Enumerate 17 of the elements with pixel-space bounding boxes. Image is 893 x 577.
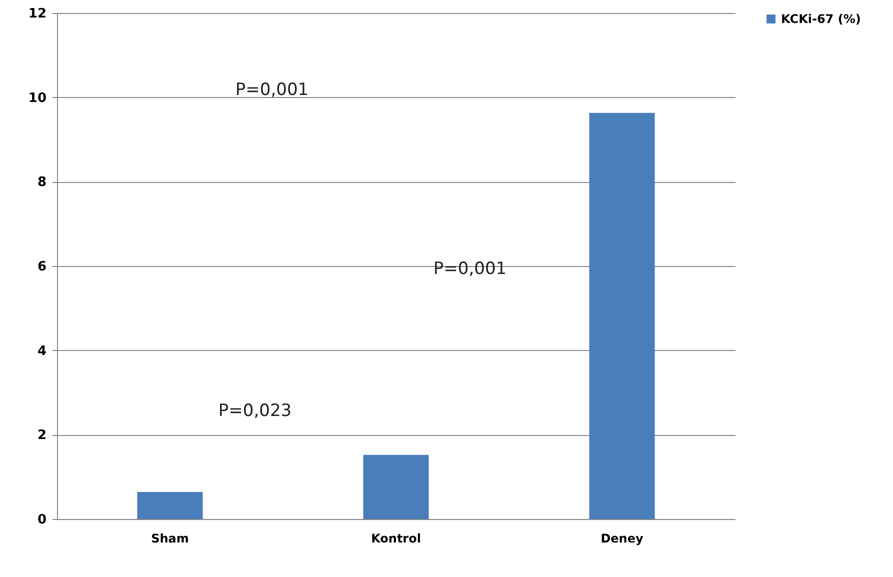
y-tick-label: 8 bbox=[37, 175, 46, 190]
annotation: P=0,001 bbox=[433, 259, 507, 279]
y-tick-label: 10 bbox=[28, 90, 46, 106]
y-tick-label: 0 bbox=[37, 512, 46, 528]
annotation: P=0,023 bbox=[218, 401, 292, 421]
x-tick-label: Deney bbox=[600, 532, 644, 546]
x-tick-label: Sham bbox=[151, 532, 189, 546]
y-tick-label: 4 bbox=[37, 344, 46, 359]
bar bbox=[589, 112, 655, 519]
bar bbox=[137, 492, 203, 519]
y-tick-label: 12 bbox=[28, 6, 46, 22]
bar bbox=[363, 454, 429, 519]
y-tick-label: 2 bbox=[37, 428, 46, 444]
legend-label: KCKi-67 (%) bbox=[781, 12, 861, 26]
x-tick-label: Kontrol bbox=[371, 532, 421, 546]
y-tick-label: 6 bbox=[37, 260, 46, 274]
annotation: P=0,001 bbox=[235, 80, 309, 100]
